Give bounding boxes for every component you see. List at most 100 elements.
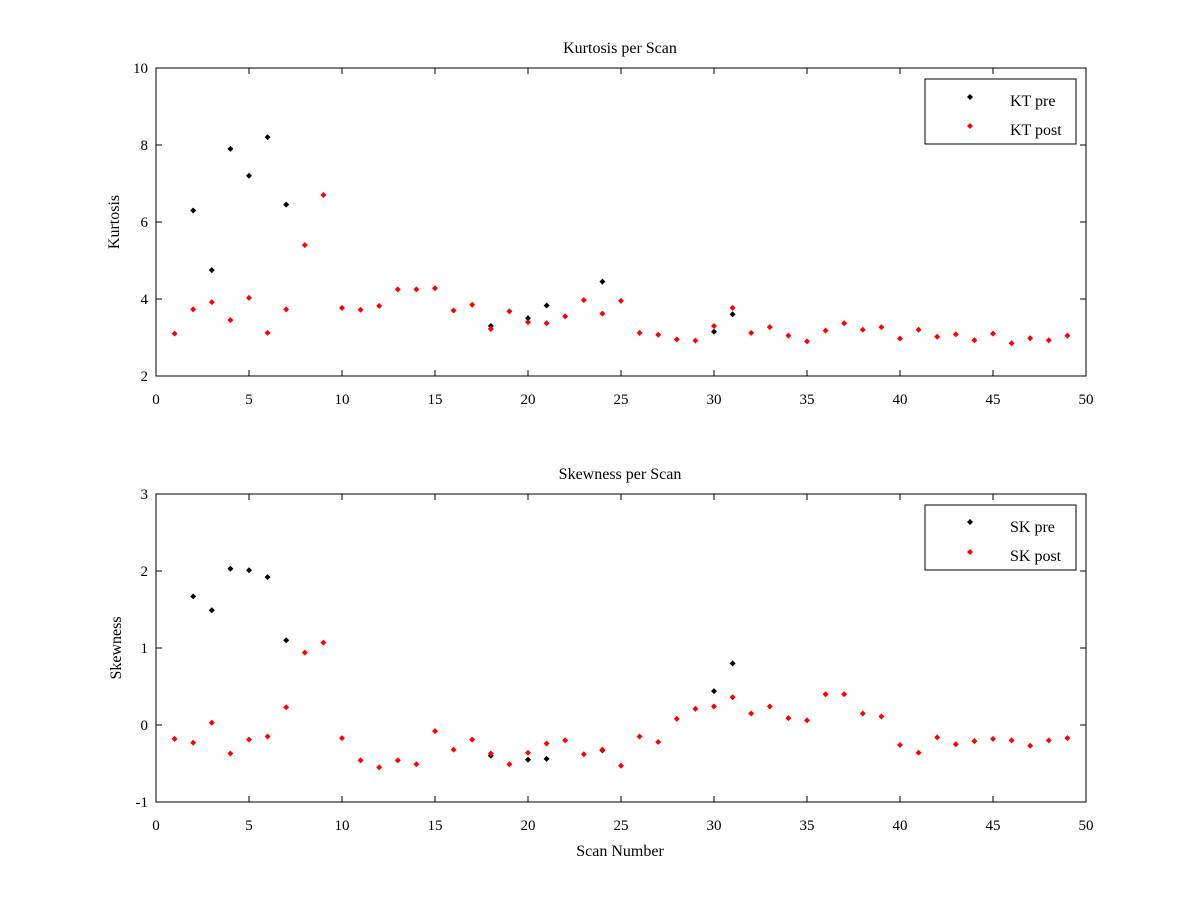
skewness-point-post <box>897 742 903 749</box>
kurtosis-y-tick-label: 8 <box>141 138 149 154</box>
skewness-point-post <box>320 639 327 646</box>
skewness-point-pre <box>208 607 215 614</box>
skewness-point-post <box>432 728 438 735</box>
kurtosis-point-post <box>227 317 234 324</box>
skewness-x-tick-label: 35 <box>800 818 815 834</box>
kurtosis-legend-label-pre: KT pre <box>1010 93 1055 110</box>
skewness-point-post <box>376 764 383 771</box>
skewness-point-post <box>190 739 197 746</box>
skewness-y-tick-label: 3 <box>141 487 149 503</box>
kurtosis-point-post <box>859 326 866 333</box>
kurtosis-plot: Kurtosis per Scan Kurtosis 0 5 10 15 20 25 30 3… <box>106 40 1094 408</box>
kurtosis-point-pre <box>729 311 736 318</box>
skewness-point-post <box>283 704 290 711</box>
kurtosis-x-tick-label: 50 <box>1079 392 1094 408</box>
kurtosis-point-post <box>804 338 810 345</box>
kurtosis-points <box>171 134 1071 347</box>
skewness-point-post <box>208 719 215 726</box>
skewness-point-post <box>766 703 773 710</box>
kurtosis-x-tick-label: 30 <box>707 392 722 408</box>
kurtosis-point-post <box>766 324 773 331</box>
skewness-title: Skewness per Scan <box>559 466 682 483</box>
kurtosis-x-tick-label: 40 <box>893 392 908 408</box>
skewness-point-post <box>525 749 531 756</box>
kurtosis-point-pre <box>599 278 606 285</box>
kurtosis-point-post <box>394 286 401 293</box>
kurtosis-point-post <box>264 329 271 336</box>
skewness-point-pre <box>246 567 252 574</box>
kurtosis-point-post <box>487 326 494 333</box>
kurtosis-legend-label-post: KT post <box>1010 122 1062 139</box>
kurtosis-axes-frame <box>155 67 1087 377</box>
kurtosis-point-post <box>934 333 941 340</box>
skewness-point-post <box>246 736 252 743</box>
kurtosis-point-post <box>432 285 438 292</box>
kurtosis-point-post <box>1064 332 1071 339</box>
kurtosis-point-post <box>562 313 569 320</box>
skewness-point-post <box>1064 735 1071 742</box>
skewness-point-post <box>357 757 364 764</box>
skewness-point-post <box>469 736 476 743</box>
kurtosis-x-tick-label: 0 <box>152 392 160 408</box>
kurtosis-legend-marker-post <box>967 123 973 129</box>
kurtosis-point-post <box>673 336 680 343</box>
kurtosis-y-tick-label: 6 <box>141 215 149 231</box>
skewness-point-post <box>655 738 662 745</box>
skewness-point-post <box>618 762 624 769</box>
skewness-point-post <box>804 717 810 724</box>
kurtosis-point-pre <box>283 201 290 208</box>
kurtosis-point-post <box>413 286 420 293</box>
skewness-legend-label-pre: SK pre <box>1010 519 1055 536</box>
skewness-point-post <box>506 761 513 768</box>
skewness-legend-marker-pre <box>967 519 973 525</box>
skewness-legend-box <box>924 504 1077 571</box>
kurtosis-point-pre <box>264 134 271 141</box>
skewness-point-post <box>748 710 755 717</box>
skewness-y-tick-label: 2 <box>141 564 149 580</box>
kurtosis-point-post <box>1045 337 1052 344</box>
kurtosis-y-tick-label: 10 <box>133 61 148 77</box>
skewness-point-post <box>301 649 308 656</box>
skewness-x-tick-label: 5 <box>245 818 253 834</box>
skewness-point-post <box>692 705 699 712</box>
kurtosis-point-post <box>171 330 178 337</box>
skewness-legend: SK pre SK post <box>924 504 1077 571</box>
skewness-point-post <box>264 733 271 740</box>
skewness-point-post <box>1027 742 1034 749</box>
skewness-point-post <box>562 737 569 744</box>
kurtosis-point-post <box>1027 335 1034 342</box>
kurtosis-y-axis-label: Kurtosis <box>106 195 123 249</box>
skewness-point-post <box>171 735 178 742</box>
skewness-point-post <box>915 749 922 756</box>
skewness-point-post <box>822 691 829 698</box>
skewness-y-tick-label: 0 <box>141 718 149 734</box>
skewness-point-post <box>487 750 494 757</box>
kurtosis-title: Kurtosis per Scan <box>563 40 677 57</box>
skewness-point-pre <box>711 688 717 695</box>
skewness-x-tick-label: 20 <box>521 818 536 834</box>
kurtosis-legend: KT pre KT post <box>924 78 1077 145</box>
kurtosis-point-post <box>580 297 587 304</box>
kurtosis-point-post <box>376 302 383 309</box>
kurtosis-point-post <box>599 310 606 317</box>
kurtosis-point-post <box>543 320 550 327</box>
skewness-point-post <box>952 741 959 748</box>
kurtosis-point-post <box>283 306 290 313</box>
skewness-x-tick-label: 0 <box>152 818 160 834</box>
kurtosis-point-post <box>357 306 364 313</box>
skewness-point-post <box>599 746 606 753</box>
skewness-y-axis-label: Skewness <box>108 616 125 679</box>
kurtosis-point-pre <box>711 328 717 335</box>
skewness-point-pre <box>543 755 550 762</box>
kurtosis-point-post <box>841 320 848 327</box>
skewness-point-post <box>580 751 587 758</box>
kurtosis-point-post <box>190 306 197 313</box>
skewness-point-pre <box>525 756 531 763</box>
skewness-point-post <box>636 733 643 740</box>
kurtosis-legend-marker-pre <box>967 94 973 100</box>
kurtosis-point-post <box>711 322 717 329</box>
skewness-point-post <box>785 715 792 722</box>
kurtosis-point-post <box>450 307 457 314</box>
skewness-point-post <box>543 740 550 747</box>
